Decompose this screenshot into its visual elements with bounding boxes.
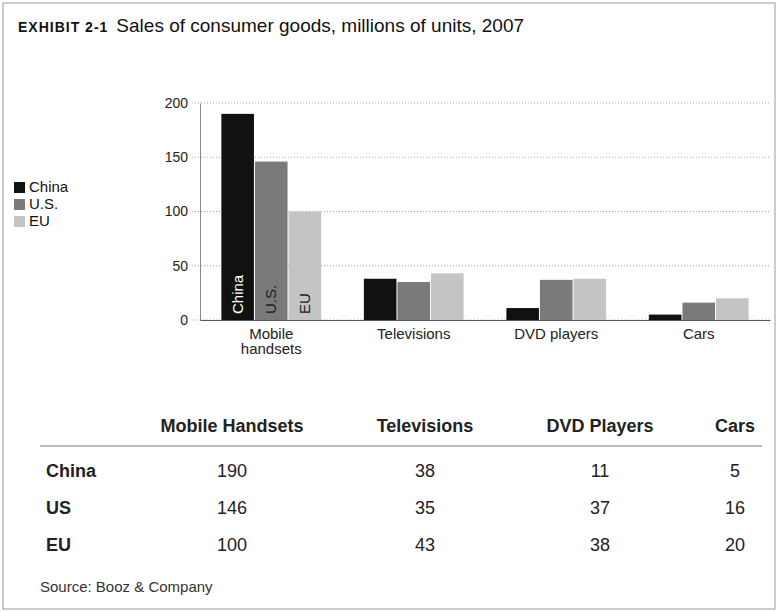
table-header: Televisions (377, 416, 474, 436)
x-tick: Cars (683, 320, 715, 342)
bar-series-labels: China U.S. EU (229, 274, 313, 314)
table: Mobile Handsets Televisions DVD Players Car… (40, 416, 762, 555)
y-tick: 100 (165, 203, 200, 219)
frame (3, 3, 775, 609)
table-cell: 190 (217, 461, 247, 481)
legend-item: EU (14, 212, 50, 229)
chart-title: Sales of consumer goods, millions of uni… (116, 15, 524, 36)
table-cell: 146 (217, 498, 247, 518)
legend-swatch (14, 199, 25, 210)
legend: ChinaU.S.EU (14, 178, 69, 229)
table-cell: 37 (590, 498, 610, 518)
legend-label: EU (29, 212, 50, 229)
bars (221, 114, 748, 320)
bar-series-label: China (229, 274, 246, 314)
x-tick-label-line: Mobile (249, 325, 293, 342)
x-tick-label: Cars (683, 325, 715, 342)
y-tick-label: 50 (172, 258, 188, 274)
y-tick-label: 100 (165, 203, 189, 219)
y-tick-label: 0 (180, 312, 188, 328)
legend-label: China (29, 178, 69, 195)
x-tick: DVD players (514, 320, 598, 342)
y-tick: 200 (165, 95, 200, 111)
bar (574, 279, 607, 320)
table-header: Cars (715, 416, 755, 436)
legend-swatch (14, 182, 25, 193)
source: Source: Booz & Company (40, 578, 213, 595)
exhibit-label: EXHIBIT 2-1 (18, 19, 108, 35)
x-axis-line (201, 320, 771, 321)
table-cell: 38 (590, 535, 610, 555)
bar (649, 315, 682, 320)
legend-item: U.S. (14, 195, 58, 212)
x-tick-label: Mobilehandsets (241, 325, 302, 358)
bar (540, 280, 573, 320)
table-row-label: EU (46, 535, 71, 555)
table-cell: 43 (415, 535, 435, 555)
x-tick: Televisions (377, 320, 450, 342)
bar (397, 282, 430, 320)
legend-item: China (14, 178, 69, 195)
y-tick: 0 (180, 312, 200, 328)
x-tick-label-line: handsets (241, 340, 302, 357)
y-tick-label: 200 (165, 95, 189, 111)
legend-swatch (14, 216, 25, 227)
bar-series-label: EU (296, 293, 313, 314)
table-cell: 16 (725, 498, 745, 518)
title-line: EXHIBIT 2-1 Sales of consumer goods, mill… (18, 15, 524, 36)
table-cell: 35 (415, 498, 435, 518)
bar-series-label: U.S. (262, 285, 279, 314)
bar (255, 162, 288, 320)
y-tick-label: 150 (165, 149, 189, 165)
table-header: DVD Players (546, 416, 653, 436)
x-tick-label: DVD players (514, 325, 598, 342)
bar (506, 308, 539, 320)
grid-line (192, 103, 770, 104)
legend-label: U.S. (29, 195, 58, 212)
table-cell: 5 (730, 461, 740, 481)
table-header: Mobile Handsets (160, 416, 303, 436)
bar (431, 273, 464, 320)
table-row-label: China (46, 461, 97, 481)
table-cell: 20 (725, 535, 745, 555)
bar (289, 212, 322, 321)
bar (221, 114, 254, 320)
grid-line (192, 157, 770, 158)
bar (716, 298, 749, 320)
y-tick: 50 (172, 258, 200, 274)
x-axis: Mobilehandsets Televisions DVD players Cars (201, 320, 771, 357)
table-row-label: US (46, 498, 71, 518)
y-axis-line (200, 104, 201, 321)
table-cell: 100 (217, 535, 247, 555)
table-rule (40, 446, 762, 447)
table-cell: 38 (415, 461, 435, 481)
table-cell: 11 (591, 461, 610, 481)
y-axis: 0 50 100 150 200 (165, 95, 201, 328)
bar (364, 279, 397, 320)
y-tick: 150 (165, 149, 200, 165)
bar (682, 303, 715, 320)
x-tick: Mobilehandsets (241, 320, 302, 357)
figure: EXHIBIT 2-1 Sales of consumer goods, mill… (0, 0, 778, 612)
x-tick-label: Televisions (377, 325, 450, 342)
grid (192, 103, 770, 320)
